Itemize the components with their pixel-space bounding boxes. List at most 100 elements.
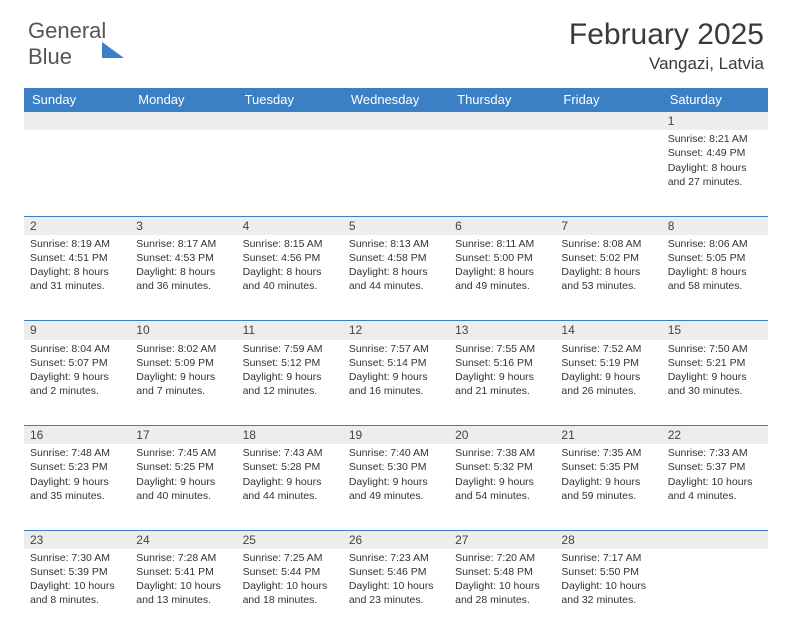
day-day1: Daylight: 9 hours: [668, 370, 762, 384]
day-number-row: 232425262728: [24, 530, 768, 549]
calendar-body: 1Sunrise: 8:21 AMSunset: 4:49 PMDaylight…: [24, 112, 768, 635]
day-day1: Daylight: 10 hours: [561, 579, 655, 593]
logo-word1: General: [28, 18, 106, 43]
day-cell: Sunrise: 7:43 AMSunset: 5:28 PMDaylight:…: [237, 444, 343, 530]
day-day2: and 18 minutes.: [243, 593, 337, 607]
day-sunset: Sunset: 4:58 PM: [349, 251, 443, 265]
day-sunset: Sunset: 5:23 PM: [30, 460, 124, 474]
day-cell: [343, 130, 449, 216]
day-day2: and 4 minutes.: [668, 489, 762, 503]
day-sunrise: Sunrise: 8:11 AM: [455, 237, 549, 251]
day-number-cell: 26: [343, 530, 449, 549]
day-sunset: Sunset: 5:37 PM: [668, 460, 762, 474]
day-number-cell: 25: [237, 530, 343, 549]
day-body-row: Sunrise: 8:04 AMSunset: 5:07 PMDaylight:…: [24, 340, 768, 426]
day-day2: and 26 minutes.: [561, 384, 655, 398]
day-number-cell: 2: [24, 216, 130, 235]
day-day1: Daylight: 9 hours: [30, 370, 124, 384]
day-sunrise: Sunrise: 7:55 AM: [455, 342, 549, 356]
day-day2: and 13 minutes.: [136, 593, 230, 607]
day-number-cell: 10: [130, 321, 236, 340]
day-day1: Daylight: 9 hours: [561, 370, 655, 384]
day-number-cell: [449, 112, 555, 131]
day-cell: [555, 130, 661, 216]
day-number-cell: 19: [343, 426, 449, 445]
day-number-cell: 14: [555, 321, 661, 340]
day-sunrise: Sunrise: 8:06 AM: [668, 237, 762, 251]
logo-word2: Blue: [28, 44, 72, 69]
day-sunrise: Sunrise: 7:35 AM: [561, 446, 655, 460]
day-sunset: Sunset: 5:46 PM: [349, 565, 443, 579]
day-day2: and 44 minutes.: [243, 489, 337, 503]
day-sunrise: Sunrise: 7:52 AM: [561, 342, 655, 356]
day-sunset: Sunset: 5:16 PM: [455, 356, 549, 370]
day-number-cell: 16: [24, 426, 130, 445]
day-cell: Sunrise: 7:20 AMSunset: 5:48 PMDaylight:…: [449, 549, 555, 635]
day-number-cell: 23: [24, 530, 130, 549]
day-day1: Daylight: 9 hours: [455, 370, 549, 384]
day-number-cell: 5: [343, 216, 449, 235]
day-day2: and 44 minutes.: [349, 279, 443, 293]
day-sunset: Sunset: 5:14 PM: [349, 356, 443, 370]
weekday-header: Wednesday: [343, 88, 449, 112]
day-day2: and 53 minutes.: [561, 279, 655, 293]
day-sunrise: Sunrise: 8:15 AM: [243, 237, 337, 251]
day-number-cell: 22: [662, 426, 768, 445]
logo: General Blue: [28, 18, 124, 70]
day-day2: and 54 minutes.: [455, 489, 549, 503]
day-day2: and 27 minutes.: [668, 175, 762, 189]
day-cell: Sunrise: 7:17 AMSunset: 5:50 PMDaylight:…: [555, 549, 661, 635]
day-sunset: Sunset: 5:28 PM: [243, 460, 337, 474]
day-sunrise: Sunrise: 8:19 AM: [30, 237, 124, 251]
day-number-cell: [237, 112, 343, 131]
day-day2: and 32 minutes.: [561, 593, 655, 607]
day-cell: [130, 130, 236, 216]
day-sunset: Sunset: 4:56 PM: [243, 251, 337, 265]
day-sunset: Sunset: 5:30 PM: [349, 460, 443, 474]
day-day1: Daylight: 8 hours: [30, 265, 124, 279]
day-cell: Sunrise: 7:45 AMSunset: 5:25 PMDaylight:…: [130, 444, 236, 530]
day-number-row: 9101112131415: [24, 321, 768, 340]
day-sunset: Sunset: 5:50 PM: [561, 565, 655, 579]
weekday-header: Thursday: [449, 88, 555, 112]
day-sunrise: Sunrise: 7:38 AM: [455, 446, 549, 460]
day-number-cell: 12: [343, 321, 449, 340]
day-day2: and 31 minutes.: [30, 279, 124, 293]
weekday-header: Saturday: [662, 88, 768, 112]
day-number-cell: 9: [24, 321, 130, 340]
day-cell: Sunrise: 8:02 AMSunset: 5:09 PMDaylight:…: [130, 340, 236, 426]
day-cell: Sunrise: 8:19 AMSunset: 4:51 PMDaylight:…: [24, 235, 130, 321]
day-sunset: Sunset: 5:12 PM: [243, 356, 337, 370]
day-sunset: Sunset: 4:51 PM: [30, 251, 124, 265]
day-day1: Daylight: 9 hours: [136, 370, 230, 384]
day-body-row: Sunrise: 7:48 AMSunset: 5:23 PMDaylight:…: [24, 444, 768, 530]
day-day1: Daylight: 9 hours: [561, 475, 655, 489]
day-cell: Sunrise: 7:40 AMSunset: 5:30 PMDaylight:…: [343, 444, 449, 530]
weekday-header: Friday: [555, 88, 661, 112]
day-day1: Daylight: 8 hours: [455, 265, 549, 279]
day-sunrise: Sunrise: 7:57 AM: [349, 342, 443, 356]
day-cell: Sunrise: 7:28 AMSunset: 5:41 PMDaylight:…: [130, 549, 236, 635]
title-block: February 2025 Vangazi, Latvia: [569, 18, 764, 74]
day-day2: and 30 minutes.: [668, 384, 762, 398]
day-number-cell: 6: [449, 216, 555, 235]
day-day2: and 23 minutes.: [349, 593, 443, 607]
day-day1: Daylight: 8 hours: [668, 161, 762, 175]
day-cell: Sunrise: 7:25 AMSunset: 5:44 PMDaylight:…: [237, 549, 343, 635]
day-sunset: Sunset: 4:53 PM: [136, 251, 230, 265]
day-sunset: Sunset: 5:48 PM: [455, 565, 549, 579]
day-day1: Daylight: 8 hours: [349, 265, 443, 279]
day-cell: Sunrise: 7:50 AMSunset: 5:21 PMDaylight:…: [662, 340, 768, 426]
day-day1: Daylight: 8 hours: [243, 265, 337, 279]
day-day1: Daylight: 10 hours: [136, 579, 230, 593]
day-number-cell: 18: [237, 426, 343, 445]
day-number-cell: 7: [555, 216, 661, 235]
day-sunrise: Sunrise: 8:08 AM: [561, 237, 655, 251]
day-day2: and 21 minutes.: [455, 384, 549, 398]
day-cell: Sunrise: 8:04 AMSunset: 5:07 PMDaylight:…: [24, 340, 130, 426]
day-day1: Daylight: 9 hours: [349, 370, 443, 384]
day-day2: and 40 minutes.: [136, 489, 230, 503]
day-number-cell: 3: [130, 216, 236, 235]
day-sunrise: Sunrise: 7:43 AM: [243, 446, 337, 460]
day-sunrise: Sunrise: 7:28 AM: [136, 551, 230, 565]
